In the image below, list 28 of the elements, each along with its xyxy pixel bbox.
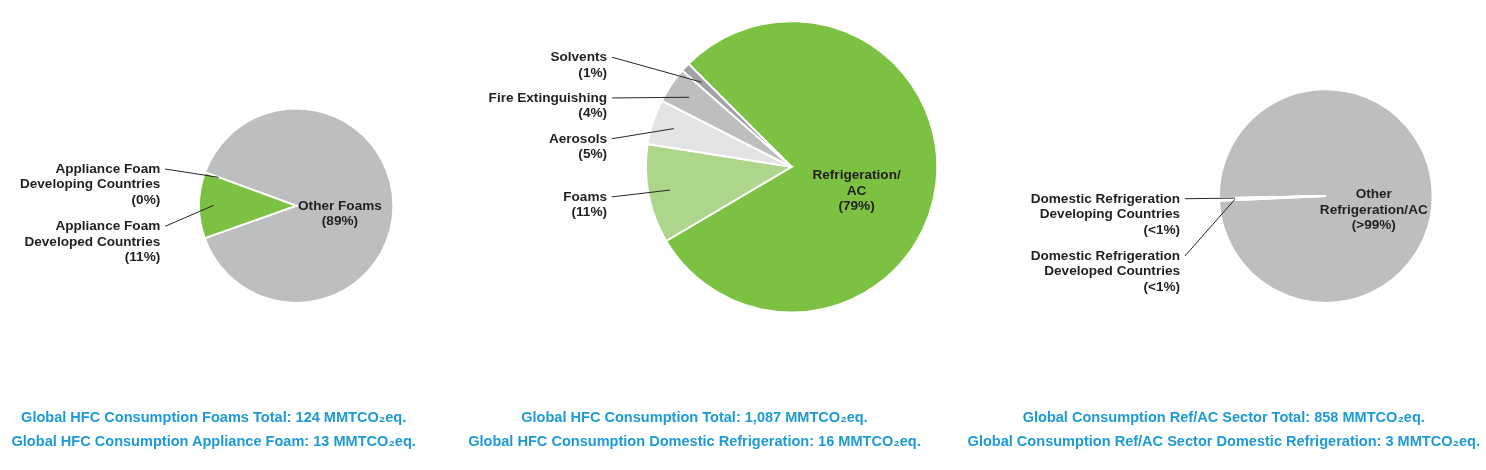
slice-label: Domestic Refrigeration Developed Countries [1030, 247, 1181, 279]
slice-label: Solvents [550, 49, 608, 65]
data-label: (5%) [578, 146, 608, 162]
slice-label: Domestic Refrigeration Developing Countries [1030, 190, 1181, 222]
data-label: (>99%) [1351, 217, 1396, 233]
data-label: (11%) [124, 249, 161, 265]
text: Global HFC Consumption Total: 1,087 MMTCO₂eq. [521, 409, 868, 426]
legend-label: Appliance Foam Developing Countries [19, 160, 161, 192]
slice-label: Foams [563, 188, 608, 204]
text: Global HFC Consumption Domestic Refrigeration: 16 MMTCO₂eq. [468, 432, 921, 449]
data-label: (11%) [571, 204, 608, 220]
text: Global HFC Consumption Foams Total: 124 MMTCO₂eq. [21, 409, 407, 426]
slice-label: Fire Extinguishing [488, 89, 608, 105]
data-label: (<1%) [1143, 278, 1181, 294]
slice-label: Aerosols [548, 130, 608, 146]
data-label: (79%) [838, 198, 875, 214]
slice-label: Refrigeration/ AC [812, 166, 901, 198]
text: Global Consumption Ref/AC Sector Total: 858 MMTCO₂eq. [1022, 409, 1425, 426]
data-label: (4%) [578, 105, 608, 121]
slice-label: Other Refrigeration/AC [1319, 186, 1428, 217]
text: (0%) [131, 191, 161, 207]
text: Global HFC Consumption Appliance Foam: 13 MMTCO₂eq. [11, 432, 416, 449]
text: Global Consumption Ref/AC Sector Domestic Refrigeration: 3 MMTCO₂eq. [967, 432, 1480, 449]
slice-label: Appliance Foam Developed Countries [24, 218, 161, 249]
data-label: (<1%) [1143, 221, 1181, 237]
data-label: (89%) [321, 213, 359, 229]
data-label: (1%) [578, 64, 608, 80]
slice-label: Other Foams [298, 197, 382, 213]
